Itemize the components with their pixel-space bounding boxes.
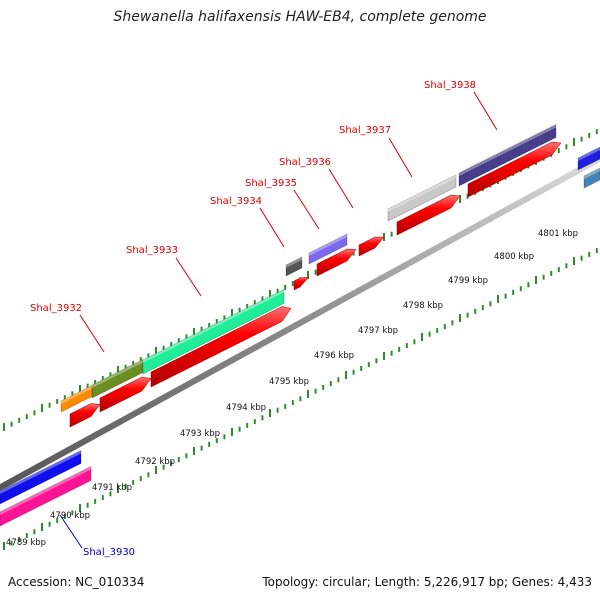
gene-label-shal-3933: Shal_3933: [126, 245, 178, 256]
feature-shal-3935: [308, 233, 348, 265]
scale-label: 4790 kbp: [50, 511, 90, 521]
gene-label-shal-3937: Shal_3937: [339, 125, 391, 136]
feature-shal-3933: [142, 289, 285, 375]
scale-label: 4795 kbp: [269, 377, 309, 387]
feature-left-blue-highlight: [0, 450, 81, 494]
gene-arrow-5-body: [316, 248, 357, 277]
gene-arrow-7-body: [396, 194, 461, 236]
gene-label-shal-3938: Shal_3938: [424, 80, 476, 91]
map-title: Shewanella halifaxensis HAW-EB4, complet…: [113, 9, 487, 25]
genome-summary: Topology: circular; Length: 5,226,917 bp…: [262, 575, 592, 589]
gene-arrow-3: [150, 306, 292, 388]
gene-arrow-5: [316, 248, 357, 277]
feature-unlabeled-olive-highlight: [92, 359, 143, 388]
leader-shal-3934: [259, 207, 285, 248]
gene-arrow-4-body: [293, 276, 310, 291]
feature-shal-3932-highlight: [61, 385, 92, 404]
gene-arrow-7: [396, 194, 461, 236]
scale-label: 4801 kbp: [538, 229, 578, 239]
lower-scale-ticks: [3, 248, 598, 550]
scale-label: 4792 kbp: [135, 457, 175, 467]
feature-shal-3935-highlight: [309, 234, 347, 256]
leader-shal-3938: [473, 91, 498, 131]
feature-shal-3930-highlight: [0, 466, 91, 515]
feature-shal-3934-body: [285, 256, 303, 277]
feature-shal-3930: [0, 466, 92, 527]
feature-shal-3933-body: [142, 289, 285, 375]
feature-left-blue: [0, 450, 82, 505]
feature-shal-3938: [458, 124, 557, 187]
gene-label-shal-3930: Shal_3930: [83, 547, 135, 558]
scale-label: 4800 kbp: [494, 252, 534, 262]
feature-shal-3937: [387, 174, 457, 222]
scale-label: 4796 kbp: [314, 351, 354, 361]
gene-arrow-2-body: [99, 376, 152, 413]
leader-shal-3932: [79, 314, 105, 353]
accession-label: Accession: NC_010334: [8, 575, 145, 589]
leader-shal-3937: [388, 137, 413, 178]
scale-label: 4797 kbp: [358, 326, 398, 336]
leader-shal-3930: [59, 514, 83, 549]
gene-label-shal-3936: Shal_3936: [279, 157, 331, 168]
feature-shal-3934: [285, 256, 303, 277]
feature-right-edge-blue: [577, 146, 600, 171]
gene-arrow-6: [358, 236, 385, 257]
feature-shal-3935-body: [308, 233, 348, 265]
gene-arrow-1-body: [69, 403, 101, 428]
feature-shal-3934-highlight: [286, 257, 302, 268]
scale-label: 4799 kbp: [448, 276, 488, 286]
gene-label-shal-3934: Shal_3934: [210, 196, 262, 207]
feature-right-edge-blue-highlight: [578, 147, 600, 161]
gene-label-shal-3932: Shal_3932: [30, 303, 82, 314]
scale-label: 4793 kbp: [180, 429, 220, 439]
feature-right-edge-steel: [583, 167, 600, 189]
gene-arrow-6-body: [358, 236, 385, 257]
feature-shal-3938-body: [458, 124, 557, 187]
feature-shal-3930-body: [0, 466, 92, 527]
leader-shal-3935: [293, 189, 320, 230]
scale-label: 4794 kbp: [226, 403, 266, 413]
feature-right-edge-blue-body: [577, 146, 600, 171]
scale-label: 4791 kbp: [92, 483, 132, 493]
scale-label: 4798 kbp: [403, 301, 443, 311]
feature-right-edge-steel-body: [583, 167, 600, 189]
gene-arrow-3-body: [150, 306, 292, 388]
gene-arrow-4: [293, 276, 310, 291]
gene-label-shal-3935: Shal_3935: [245, 178, 297, 189]
feature-shal-3933-highlight: [143, 289, 284, 363]
genome-track: [0, 155, 600, 491]
scale-label: 4789 kbp: [6, 538, 46, 548]
feature-right-edge-steel-highlight: [584, 168, 600, 179]
leader-shal-3936: [328, 168, 354, 209]
gene-arrow-8-body: [467, 141, 562, 198]
gene-arrow-1: [69, 403, 101, 428]
feature-shal-3938-highlight: [459, 124, 556, 176]
leader-shal-3933: [175, 257, 202, 297]
feature-shal-3937-body: [387, 174, 457, 222]
feature-left-blue-body: [0, 450, 82, 505]
gene-arrow-8: [467, 141, 562, 198]
feature-shal-3937-highlight: [388, 175, 456, 212]
gene-arrow-2: [99, 376, 152, 413]
